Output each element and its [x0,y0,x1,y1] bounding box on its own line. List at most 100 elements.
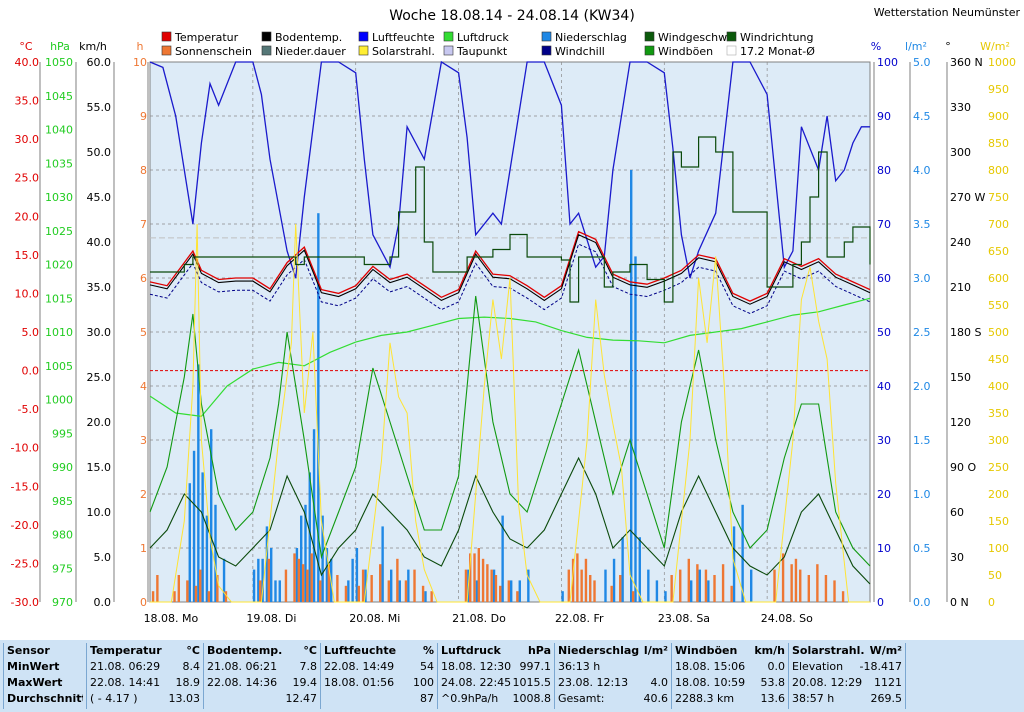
rain-bar [707,580,710,602]
axis-tick-solar: 500 [988,326,1009,339]
rain-bar [518,580,521,602]
axis-tick-hum: 80 [877,164,891,177]
stats-row: 12.47 [285,692,318,705]
sunshine-bar [469,553,472,602]
rain-bar [308,472,311,602]
rain-bar [265,526,269,602]
axis-tick-hum: 0 [877,596,884,609]
sunshine-bar [327,564,330,602]
stats-row: 22.08. 14:36 19.4 [207,676,317,689]
stats-row: 36:13 h [558,660,601,673]
stats-row: Durchschnitt [7,692,83,705]
legend-label: Windrichtung [740,31,813,44]
sunshine-bar [284,569,288,602]
statistics-table: Sensor MinWert MaxWert Durchschnitt Temperat… [3,643,906,709]
axis-tick-press: 1020 [45,259,73,272]
statistics-panel: Sensor MinWert MaxWert Durchschnitt Temperat… [0,640,1024,712]
sunshine-bar [516,591,519,602]
axis-tick-temp: 10.0 [15,287,40,300]
stats-row: 24.08. 22:45 1015.5 [441,676,551,689]
sunshine-bar [224,591,228,602]
axis-tick-solar: 250 [988,461,1009,474]
weather-chart: Woche 18.08.14 - 24.08.14 (KW34) Wetters… [10,6,1021,625]
axis-tick-press: 1025 [45,225,73,238]
grid [150,62,870,602]
legend-swatch [358,45,369,56]
sunshine-bar [589,575,592,602]
rain-bar [561,591,564,602]
axis-unit-press: hPa [50,40,70,53]
rain-bar [390,569,393,602]
sunshine-bar [721,564,725,602]
axis-tick-wind: 10.0 [87,506,112,519]
sunshine-bar [336,575,339,602]
chart-title: Woche 18.08.14 - 24.08.14 (KW34) [389,8,635,24]
rain-bar [655,580,659,602]
stats-row: 18.08. 15:06 0.0 [675,660,785,673]
rain-bar [252,569,256,602]
rain-bar [222,558,226,602]
axis-tick-dir: 180 S [950,326,981,339]
sunshine-bar [259,580,262,602]
axis-tick-press: 1045 [45,90,73,103]
sunshine-bar [297,558,300,602]
axis-tick-temp: 15.0 [15,249,40,262]
sunshine-bar [571,558,575,602]
sunshine-bar [306,569,309,602]
axis-tick-temp: 30.0 [15,133,40,146]
sunshine-bar [593,580,596,602]
sunshine-bar [151,591,155,602]
stats-row: 18.08. 01:56 100 [324,676,434,689]
sunshine-bar [807,575,810,602]
stats-header: Niederschlag l/m² [558,644,668,657]
rain-bar [347,580,350,602]
rain-bar [690,580,693,602]
axis-tick-solar: 650 [988,245,1009,258]
legend-label: Bodentemp. [275,31,342,44]
axis-tick-wind: 35.0 [87,281,112,294]
legend-label: Taupunkt [456,45,508,58]
axis-tick-press: 1010 [45,326,73,339]
sunshine-bar [361,569,365,602]
axis-tick-wind: 15.0 [87,461,112,474]
series-line-solarstrahl [150,223,870,603]
rain-bar [278,580,281,602]
axis-unit-wind: km/h [79,40,107,53]
sunshine-bar [344,585,348,602]
legend-label: Windböen [658,45,713,58]
rain-bar [192,450,196,602]
legend-label: Sonnenschein [175,45,252,58]
x-day-label: 20.08. Mi [349,612,400,625]
axis-tick-wind: 45.0 [87,191,112,204]
rain-bar [612,558,616,602]
axis-tick-temp: -5.0 [18,403,39,416]
sunshine-bar [841,591,845,602]
sunshine-bar [199,569,202,602]
rain-bar [501,515,504,602]
sunshine-bar [713,575,716,602]
stats-row: 18.08. 12:30 997.1 [441,660,551,673]
axis-unit-dir: ° [945,40,951,53]
sunshine-bar [631,591,635,602]
sunshine-bar [790,564,793,602]
legend-label: Luftfeuchte [372,31,435,44]
stats-row: MinWert [7,660,60,673]
x-day-label: 21.08. Do [452,612,506,625]
sunshine-bar [477,548,480,602]
rain-bar [205,515,209,602]
axis-tick-hours: 2 [140,488,147,501]
rain-bar [188,483,191,602]
axis-tick-temp: 40.0 [15,56,40,69]
axis-tick-solar: 550 [988,299,1009,312]
axis-tick-hours: 9 [140,110,147,123]
lines-layer [149,60,871,603]
legend-label: 17.2 Monat-Ø [740,45,815,58]
series-line-temperatur [149,230,871,302]
sunshine-bar [704,569,708,602]
sunshine-bar [293,553,296,602]
stats-column-luftdruck: Luftdruck hPa 18.08. 12:30 997.1 24.08. 22:4… [438,643,555,709]
sunshine-bar [301,564,305,602]
legend-swatch [443,31,454,42]
stats-row: 21.08. 06:29 8.4 [90,660,200,673]
stats-row: MaxWert [7,676,63,689]
